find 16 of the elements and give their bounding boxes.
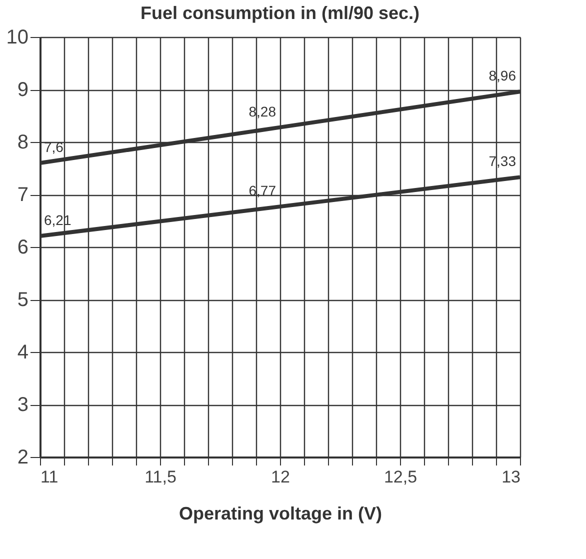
y-tick-label: 10 <box>6 26 28 48</box>
x-tick-label: 11 <box>40 468 58 486</box>
y-tick-label: 6 <box>17 236 28 258</box>
x-tick-label: 12,5 <box>384 468 418 486</box>
y-tick-label: 2 <box>17 446 28 468</box>
x-tick-label: 12 <box>271 468 290 486</box>
y-tick-label: 7 <box>17 184 28 206</box>
chart-title: Fuel consumption in (ml/90 sec.) <box>140 3 420 23</box>
x-axis-title: Operating voltage in (V) <box>178 504 382 524</box>
x-tick-label: 13 <box>502 468 520 486</box>
y-tick-label: 8 <box>17 132 28 154</box>
y-tick-label: 5 <box>17 289 28 311</box>
y-tick-label: 9 <box>17 79 28 101</box>
x-tick-label: 11,5 <box>144 468 176 486</box>
y-tick-label: 4 <box>17 342 28 364</box>
y-tick-label: 3 <box>17 394 28 416</box>
